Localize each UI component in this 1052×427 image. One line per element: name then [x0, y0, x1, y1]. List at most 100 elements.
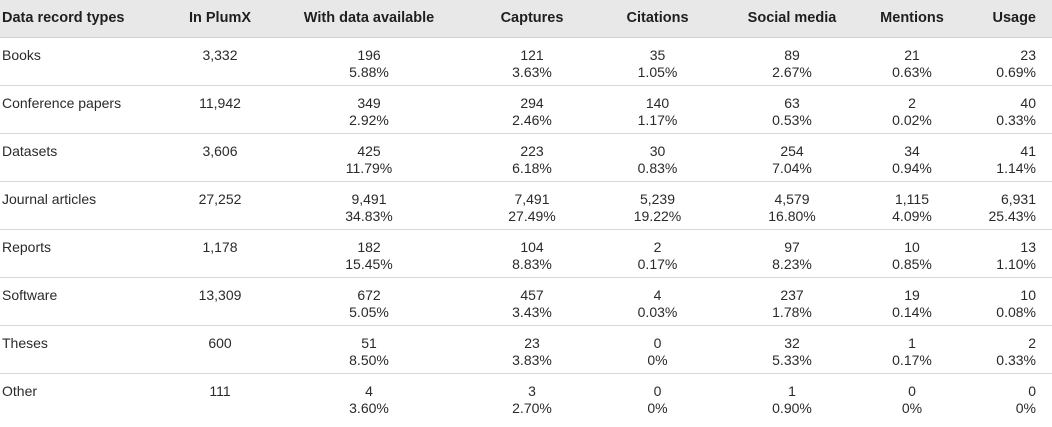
- with-data-available-cell: 182 15.45%: [270, 229, 468, 277]
- table-header: Data record types In PlumX With data ava…: [0, 0, 1052, 38]
- citations-percent: 0.17%: [637, 255, 678, 272]
- mentions-count: 10: [904, 238, 920, 255]
- citations-count: 35: [649, 46, 666, 63]
- record-type-cell: Journal articles: [2, 190, 97, 207]
- usage-percent: 0.08%: [996, 303, 1036, 320]
- citations-percent: 1.17%: [637, 111, 678, 128]
- captures-count: 223: [520, 142, 544, 159]
- social-media-percent: 5.33%: [772, 351, 812, 368]
- citations-cell: 30 0.83%: [596, 133, 719, 181]
- captures-cell: 3 2.70%: [468, 373, 596, 421]
- captures-cell: 294 2.46%: [468, 85, 596, 133]
- usage-cell: 10 0.08%: [959, 277, 1052, 325]
- citations-count: 4: [653, 286, 662, 303]
- social-media-count: 32: [784, 334, 800, 351]
- mentions-percent: 0.02%: [892, 111, 932, 128]
- captures-count: 3: [528, 382, 536, 399]
- social-media-count: 89: [784, 46, 800, 63]
- captures-cell: 104 8.83%: [468, 229, 596, 277]
- citations-percent: 0%: [647, 351, 668, 368]
- column-header-with-data-available: With data available: [270, 0, 468, 38]
- table-row: Other 111 4 3.60% 3 2.70% 0 0% 1 0.90% 0 0% 0 0%: [0, 373, 1052, 421]
- with-data-available-percent: 2.92%: [349, 111, 389, 128]
- captures-count: 23: [524, 334, 540, 351]
- citations-cell: 5,239 19.22%: [596, 181, 719, 229]
- captures-count: 294: [520, 94, 544, 111]
- usage-cell: 2 0.33%: [959, 325, 1052, 373]
- mentions-percent: 0.85%: [892, 255, 932, 272]
- usage-cell: 23 0.69%: [959, 37, 1052, 85]
- usage-percent: 25.43%: [988, 207, 1036, 224]
- column-header-mentions: Mentions: [865, 0, 959, 38]
- mentions-percent: 0.14%: [892, 303, 932, 320]
- with-data-available-count: 425: [357, 142, 381, 159]
- mentions-count: 21: [904, 46, 920, 63]
- captures-cell: 457 3.43%: [468, 277, 596, 325]
- with-data-available-count: 9,491: [351, 190, 387, 207]
- captures-percent: 3.83%: [512, 351, 552, 368]
- with-data-available-percent: 8.50%: [349, 351, 389, 368]
- captures-cell: 121 3.63%: [468, 37, 596, 85]
- usage-cell: 0 0%: [959, 373, 1052, 421]
- social-media-cell: 4,579 16.80%: [719, 181, 865, 229]
- social-media-percent: 0.90%: [772, 399, 812, 416]
- social-media-count: 1: [788, 382, 796, 399]
- table-row: Theses 600 51 8.50% 23 3.83% 0 0% 32 5.33% 1 0.17% 2…: [0, 325, 1052, 373]
- social-media-percent: 8.23%: [772, 255, 812, 272]
- social-media-percent: 1.78%: [772, 303, 812, 320]
- column-header-usage: Usage: [959, 0, 1052, 38]
- record-type-cell: Reports: [2, 238, 52, 255]
- captures-count: 121: [520, 46, 544, 63]
- in-plumx-cell: 111: [209, 382, 231, 399]
- social-media-count: 237: [780, 286, 804, 303]
- usage-count: 10: [1020, 286, 1036, 303]
- with-data-available-cell: 672 5.05%: [270, 277, 468, 325]
- with-data-available-count: 182: [357, 238, 381, 255]
- usage-percent: 0.69%: [996, 63, 1036, 80]
- usage-cell: 40 0.33%: [959, 85, 1052, 133]
- captures-count: 7,491: [514, 190, 550, 207]
- mentions-cell: 19 0.14%: [865, 277, 959, 325]
- table-row: Conference papers 11,942 349 2.92% 294 2.46% 1…: [0, 85, 1052, 133]
- table-row: Books 3,332 196 5.88% 121 3.63% 35 1.05% 89 2.67%…: [0, 37, 1052, 85]
- citations-cell: 35 1.05%: [596, 37, 719, 85]
- record-type-cell: Software: [2, 286, 58, 303]
- citations-percent: 0.03%: [637, 303, 678, 320]
- captures-percent: 6.18%: [512, 159, 552, 176]
- with-data-available-count: 196: [357, 46, 381, 63]
- in-plumx-cell: 11,942: [199, 94, 241, 111]
- with-data-available-cell: 196 5.88%: [270, 37, 468, 85]
- column-header-in-plumx: In PlumX: [170, 0, 270, 38]
- with-data-available-percent: 15.45%: [345, 255, 393, 272]
- with-data-available-cell: 9,491 34.83%: [270, 181, 468, 229]
- citations-cell: 140 1.17%: [596, 85, 719, 133]
- citations-count: 0: [653, 334, 662, 351]
- in-plumx-cell: 27,252: [198, 190, 242, 207]
- mentions-percent: 0.63%: [892, 63, 932, 80]
- with-data-available-count: 51: [361, 334, 377, 351]
- citations-count: 140: [645, 94, 670, 111]
- citations-percent: 19.22%: [633, 207, 682, 224]
- usage-count: 2: [1028, 334, 1036, 351]
- mentions-count: 2: [908, 94, 916, 111]
- in-plumx-cell: 3,332: [202, 46, 238, 63]
- with-data-available-cell: 425 11.79%: [270, 133, 468, 181]
- captures-percent: 3.63%: [512, 63, 552, 80]
- usage-cell: 41 1.14%: [959, 133, 1052, 181]
- mentions-cell: 34 0.94%: [865, 133, 959, 181]
- usage-count: 6,931: [1000, 190, 1036, 207]
- mentions-count: 1: [908, 334, 916, 351]
- usage-count: 23: [1020, 46, 1036, 63]
- citations-count: 2: [653, 238, 662, 255]
- citations-count: 0: [653, 382, 662, 399]
- usage-cell: 6,931 25.43%: [959, 181, 1052, 229]
- with-data-available-cell: 4 3.60%: [270, 373, 468, 421]
- in-plumx-cell: 1,178: [202, 238, 238, 255]
- captures-percent: 2.70%: [512, 399, 552, 416]
- mentions-cell: 2 0.02%: [865, 85, 959, 133]
- mentions-cell: 1,115 4.09%: [865, 181, 959, 229]
- usage-count: 40: [1020, 94, 1036, 111]
- captures-percent: 27.49%: [508, 207, 556, 224]
- with-data-available-count: 672: [357, 286, 381, 303]
- with-data-available-percent: 34.83%: [345, 207, 393, 224]
